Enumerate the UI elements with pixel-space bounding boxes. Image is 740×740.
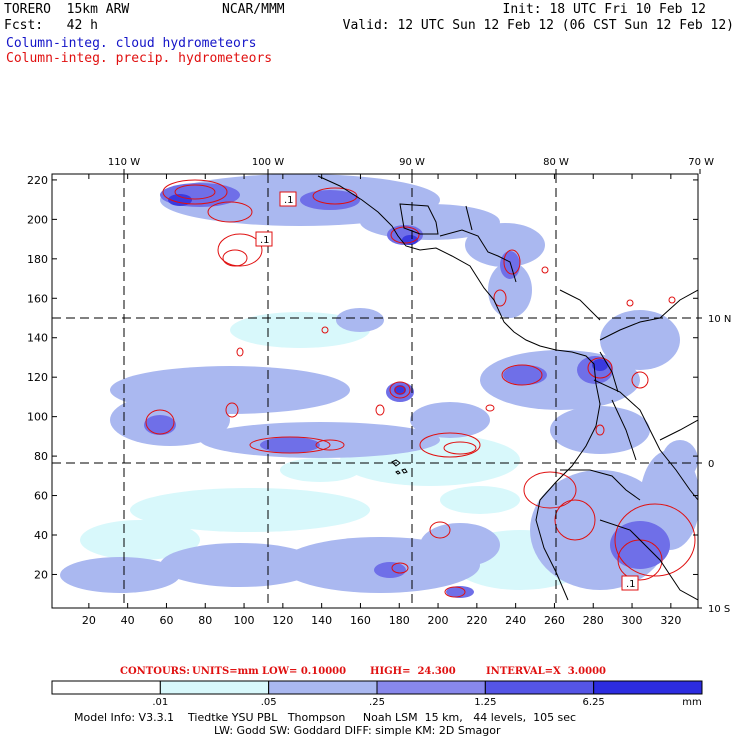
x-tick-label: 120 <box>272 614 293 627</box>
longitude-labels: 110 W 100 W 90 W 80 W 70 W <box>108 157 714 174</box>
model-info-line2: LW: Godd SW: Goddard DIFF: simple KM: 2D… <box>214 724 501 737</box>
forecast-hour: Fcst: 42 h <box>4 18 98 33</box>
x-tick-label: 220 <box>466 614 487 627</box>
contours-label: CONTOURS: <box>120 666 190 677</box>
lon-label: 100 W <box>252 157 284 168</box>
map-frame <box>51 173 699 609</box>
lon-label: 80 W <box>543 157 569 168</box>
x-tick-label: 160 <box>350 614 371 627</box>
color-bar-swatch <box>484 680 595 695</box>
lon-label: 90 W <box>399 157 425 168</box>
model-name: TORERO 15km ARW <box>4 2 130 17</box>
contours-high: HIGH= 24.300 <box>370 666 456 677</box>
y-tick-label: 120 <box>27 371 48 384</box>
x-tick-label: 80 <box>198 614 212 627</box>
color-bar-swatch <box>268 680 378 695</box>
contours-low: LOW= 0.10000 <box>262 666 347 677</box>
latitude-labels: 10 N 0 10 S <box>698 314 731 615</box>
y-tick-label: 180 <box>27 253 48 266</box>
x-tick-label: 60 <box>159 614 173 627</box>
lat-label: 0 <box>708 459 714 470</box>
y-tick-label: 140 <box>27 332 48 345</box>
x-axis-ticks: 20 40 60 80 100 120 140 160 180 200 220 240 260 280 30… <box>82 174 681 627</box>
hydrometeor-field <box>60 174 698 601</box>
contours-interval: INTERVAL=X 3.0000 <box>486 666 606 677</box>
cloud-field-title: Column-integ. cloud hydrometeors <box>6 36 257 51</box>
x-tick-label: 100 <box>234 614 255 627</box>
contour-labels: .1 .1 .1 <box>255 191 639 591</box>
precip-field-title: Column-integ. precip. hydrometeors <box>6 51 273 66</box>
model-info-line1: Model Info: V3.3.1 Tiedtke YSU PBL Thomp… <box>74 711 577 724</box>
x-tick-label: 180 <box>389 614 410 627</box>
x-tick-label: 320 <box>660 614 681 627</box>
y-tick-label: 60 <box>34 490 48 503</box>
contour-label-3: .1 <box>626 579 636 590</box>
y-tick-label: 80 <box>34 450 48 463</box>
x-tick-label: 300 <box>622 614 643 627</box>
lon-label: 70 W <box>688 157 714 168</box>
color-bar-label: .05 <box>261 697 277 708</box>
color-bar-swatch <box>376 680 486 695</box>
x-tick-label: 140 <box>311 614 332 627</box>
y-tick-label: 220 <box>27 174 48 187</box>
x-tick-label: 20 <box>82 614 96 627</box>
contour-label-1: .1 <box>284 195 294 206</box>
y-tick-label: 100 <box>27 411 48 424</box>
lat-label: 10 N <box>708 314 731 325</box>
y-tick-label: 40 <box>34 529 48 542</box>
color-bar: .01 .05 .25 1.25 6.25 mm <box>51 680 703 708</box>
lat-lon-grid <box>52 174 698 608</box>
color-bar-swatch <box>593 680 703 695</box>
x-tick-label: 40 <box>121 614 135 627</box>
lat-label: 10 S <box>708 604 730 615</box>
color-bar-swatch <box>159 680 270 695</box>
x-tick-label: 200 <box>428 614 449 627</box>
y-axis-ticks: 20 40 60 80 100 120 140 160 180 200 220 <box>27 174 698 581</box>
y-tick-label: 160 <box>27 292 48 305</box>
color-bar-label: 1.25 <box>474 697 496 708</box>
valid-time: Valid: 12 UTC Sun 12 Feb 12 (06 CST Sun … <box>342 18 734 33</box>
init-time: Init: 18 UTC Fri 10 Feb 12 <box>502 2 707 17</box>
y-tick-label: 200 <box>27 213 48 226</box>
lon-label: 110 W <box>108 157 140 168</box>
x-tick-label: 260 <box>544 614 565 627</box>
x-tick-label: 280 <box>583 614 604 627</box>
color-bar-label: .25 <box>369 697 385 708</box>
y-tick-label: 20 <box>34 568 48 581</box>
color-bar-swatch <box>51 680 161 695</box>
contours-units: UNITS=mm <box>192 666 259 677</box>
contour-label-2: .1 <box>260 235 270 246</box>
color-bar-unit: mm <box>682 697 701 708</box>
org-name: NCAR/MMM <box>222 2 285 17</box>
color-bar-label: .01 <box>152 697 168 708</box>
color-bar-label: 6.25 <box>583 697 605 708</box>
x-tick-label: 240 <box>505 614 526 627</box>
